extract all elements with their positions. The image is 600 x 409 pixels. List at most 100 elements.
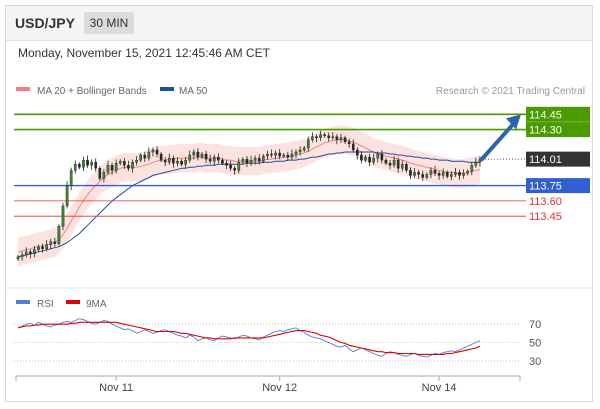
candle-body — [221, 159, 224, 164]
candle-body — [45, 244, 48, 249]
legend-swatch-9ma — [66, 300, 80, 304]
chart-header: USD/JPY 30 MIN — [6, 6, 592, 41]
candle-body — [409, 170, 412, 176]
candle-body — [233, 168, 237, 171]
candle-body — [131, 161, 134, 169]
candle-body — [172, 157, 175, 164]
candle-body — [462, 173, 465, 176]
candle-body — [143, 154, 147, 159]
candle-body — [339, 137, 343, 140]
timeframe-button[interactable]: 30 MIN — [84, 12, 134, 34]
level-box-114.45 — [526, 106, 590, 122]
candle-body — [78, 164, 81, 168]
candle-body — [57, 226, 61, 244]
candle-body — [229, 165, 232, 169]
candle-body — [323, 134, 326, 136]
candle-body — [474, 161, 478, 166]
candle-body — [33, 249, 36, 255]
candle-body — [364, 156, 367, 161]
forecast-arrow — [479, 114, 521, 162]
candle-body — [237, 161, 241, 171]
legend-label-9ma: 9MA — [86, 299, 107, 310]
candle-body — [167, 157, 171, 163]
level-box-114.30 — [526, 122, 590, 138]
candle-body — [139, 154, 142, 161]
candle-body — [388, 163, 392, 166]
candle-body — [65, 185, 69, 207]
candle-body — [241, 158, 245, 163]
candle-body — [188, 154, 192, 161]
forecast-arrow-head — [506, 114, 521, 130]
candle-body — [147, 151, 151, 159]
candle-body — [192, 151, 196, 156]
candle-body — [266, 153, 269, 157]
candle-body — [380, 153, 384, 161]
candle-body — [347, 141, 351, 145]
candle-body — [425, 174, 429, 178]
candle-body — [212, 156, 216, 162]
candle-body — [450, 174, 453, 177]
candle-body — [290, 153, 294, 158]
candle-body — [123, 160, 126, 166]
candle-body — [437, 173, 441, 176]
rsi-tick-label-70: 70 — [529, 319, 541, 331]
candle-body — [311, 136, 314, 140]
candle-body — [37, 246, 40, 250]
candle-body — [118, 160, 122, 164]
candle-body — [327, 135, 331, 138]
currency-pair-title: USD/JPY — [15, 15, 75, 31]
candle-body — [376, 153, 380, 159]
candle-body — [135, 159, 138, 163]
candle-body — [343, 137, 347, 143]
chart-datetime: Monday, November 15, 2021 12:45:46 AM CE… — [18, 46, 270, 60]
candle-body — [466, 171, 470, 174]
level-label-114.30: 114.30 — [529, 125, 562, 137]
candle-body — [400, 164, 404, 169]
candle-body — [315, 136, 318, 138]
candle-body — [306, 139, 310, 149]
candle-body — [49, 241, 53, 245]
level-label-114.45: 114.45 — [529, 109, 562, 121]
price-levels: 114.45 114.30 113.75 113.60 113.45 114.01 — [14, 106, 590, 223]
candle-body — [372, 157, 375, 163]
legend-swatch-ma50 — [160, 87, 174, 91]
candle-body — [16, 256, 20, 260]
candle-body — [405, 164, 408, 171]
candle-body — [396, 159, 400, 169]
current-price-label: 114.01 — [529, 154, 562, 166]
ma50-line — [17, 151, 480, 258]
candle-body — [384, 159, 388, 164]
candle-body — [298, 149, 302, 153]
candle-body — [261, 155, 265, 162]
candle-body — [217, 156, 220, 161]
candlesticks — [16, 130, 482, 261]
candle-body — [392, 159, 396, 166]
rsi-tick-label-50: 50 — [529, 338, 541, 350]
candle-body — [114, 163, 118, 171]
candle-body — [102, 172, 106, 179]
candle-body — [151, 149, 155, 153]
candle-body — [184, 159, 187, 165]
candle-body — [28, 251, 32, 255]
candle-body — [302, 147, 306, 151]
legend-swatch-ma20 — [16, 87, 30, 91]
candle-body — [110, 165, 114, 171]
candle-body — [470, 165, 474, 172]
candle-body — [282, 154, 286, 157]
legend-label-ma20: MA 20 + Bollinger Bands — [37, 86, 147, 97]
candle-body — [270, 153, 273, 156]
candle-body — [98, 168, 102, 179]
candle-body — [253, 157, 257, 161]
candle-body — [53, 241, 57, 244]
candle-body — [20, 254, 24, 258]
x-axis: Nov 11 Nov 12 Nov 14 — [15, 375, 521, 394]
x-tick-label-nov-14: Nov 14 — [422, 382, 457, 394]
candle-body — [360, 154, 363, 161]
candle-body — [82, 159, 85, 168]
candle-body — [356, 149, 359, 156]
candle-body — [433, 170, 437, 174]
candle-body — [180, 160, 183, 165]
candle-body — [94, 161, 98, 169]
candle-body — [106, 165, 110, 173]
